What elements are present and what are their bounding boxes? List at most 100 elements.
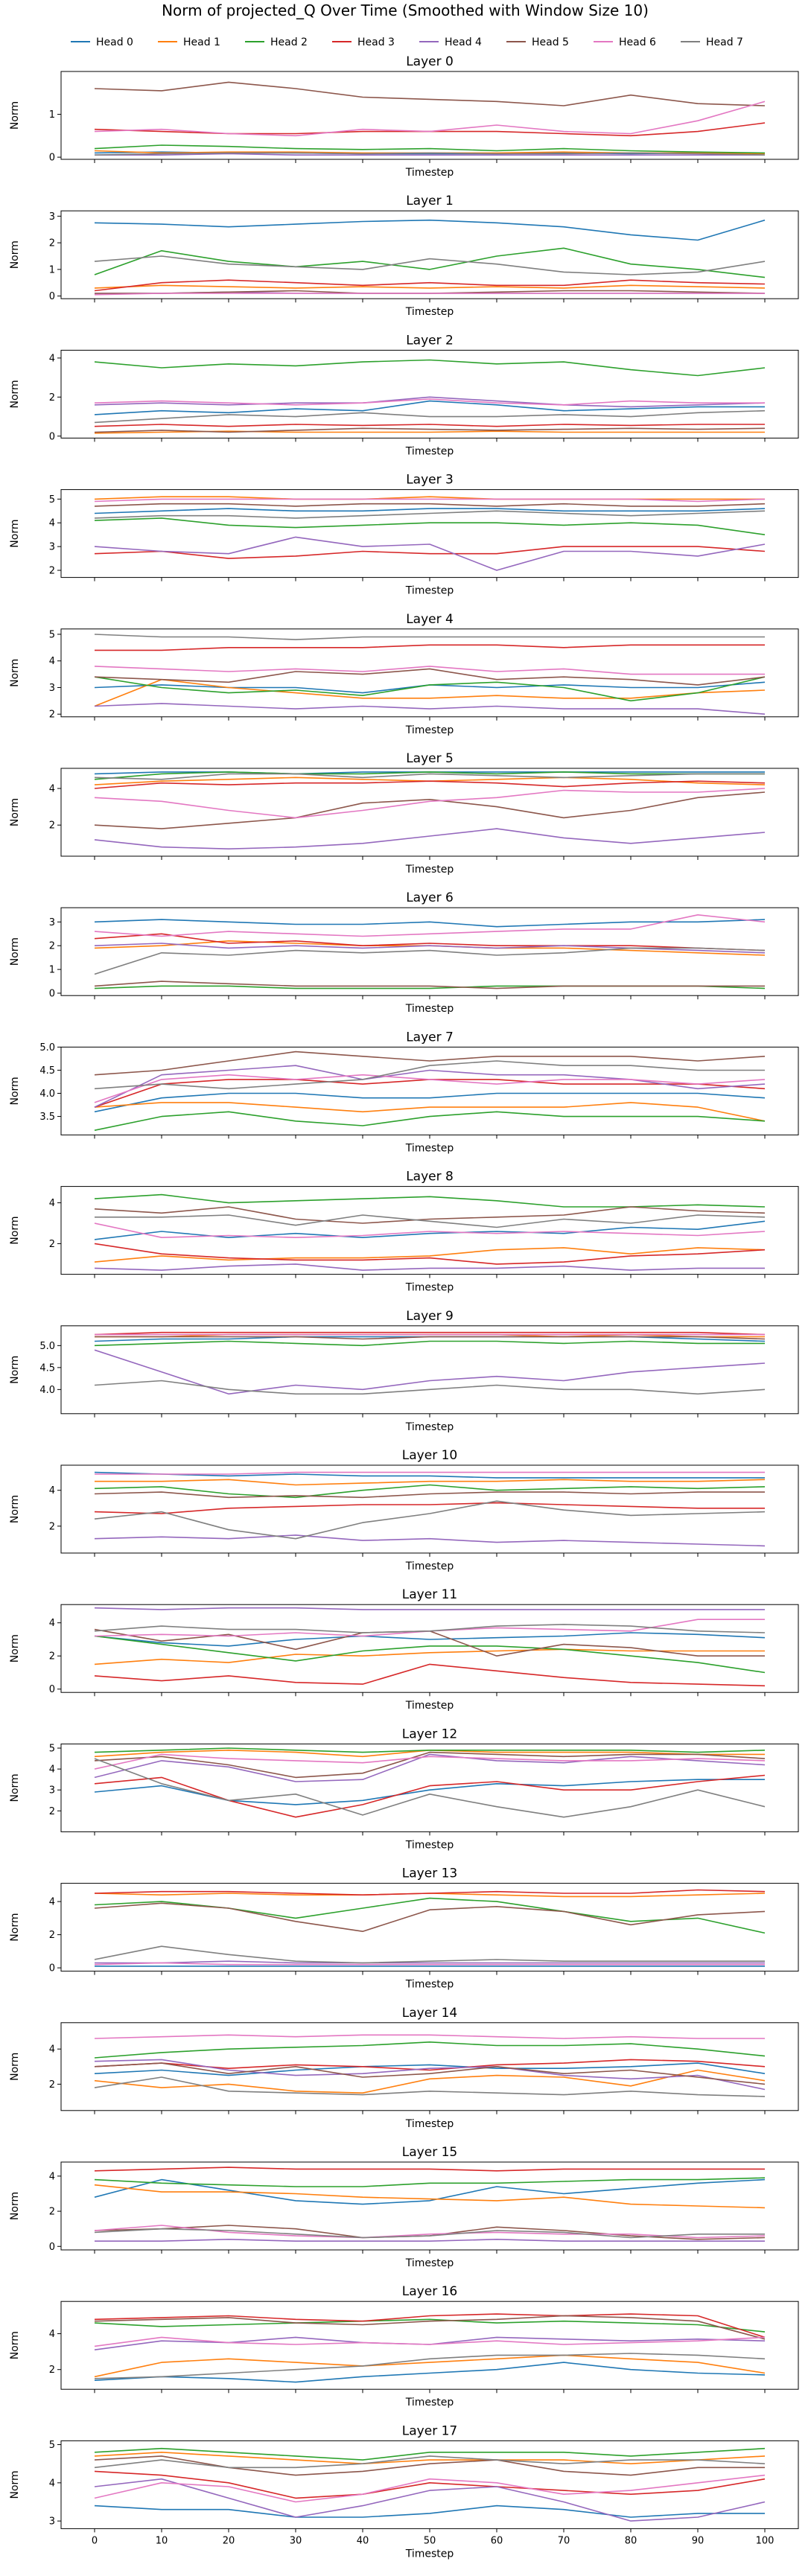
series-line xyxy=(94,2313,766,2339)
y-tick-label: 2 xyxy=(49,941,55,952)
y-tick-label: 1 xyxy=(49,965,55,976)
series-line xyxy=(94,1092,766,1113)
series-line xyxy=(94,219,766,241)
series-line xyxy=(94,2034,765,2039)
series-line xyxy=(95,153,765,156)
subplot: Layer 2 0 2 4 Timestep Norm xyxy=(9,333,799,457)
x-tick-label: 60 xyxy=(491,2535,503,2546)
series-group xyxy=(94,914,766,989)
legend-item: Head 7 xyxy=(681,36,743,48)
series-line xyxy=(94,1751,766,1779)
x-tick-label: 20 xyxy=(223,2535,235,2546)
series-line xyxy=(94,279,766,292)
series-line xyxy=(94,1060,765,1090)
subplot-title: Layer 1 xyxy=(406,194,454,208)
y-tick-label: 2 xyxy=(49,1806,55,1817)
series-line xyxy=(94,2184,766,2209)
x-axis-label: Timestep xyxy=(405,1700,454,1712)
subplot-title: Layer 9 xyxy=(406,1309,454,1324)
axes-frame xyxy=(60,349,799,439)
y-tick-label: 0 xyxy=(49,291,55,302)
legend: Head 0 Head 1 Head 2 Head 3 Head 4 Head 5 Head… xyxy=(71,36,743,48)
series-line xyxy=(94,2059,766,2091)
axes-frame xyxy=(60,1743,799,1832)
axes-frame xyxy=(60,489,799,578)
series-line xyxy=(94,678,766,707)
series-group xyxy=(94,1747,766,1818)
y-axis-label: Norm xyxy=(9,520,21,548)
y-tick-label: 2 xyxy=(49,1651,55,1662)
series-line xyxy=(95,1214,766,1228)
subplot-title: Layer 2 xyxy=(406,333,454,348)
series-line xyxy=(94,2041,766,2059)
y-axis-label: Norm xyxy=(9,1217,21,1245)
subplot-title: Layer 10 xyxy=(402,1448,457,1463)
series-line xyxy=(94,1945,765,1964)
legend-label: Head 6 xyxy=(619,36,656,48)
series-line xyxy=(94,1380,766,1395)
y-tick-label: 5 xyxy=(49,494,55,506)
series-line xyxy=(94,1663,766,1687)
subplot: Layer 5 2 4 Timestep Norm xyxy=(9,751,799,876)
y-tick-label: 4 xyxy=(49,1485,55,1496)
y-tick-label: 4 xyxy=(49,1897,55,1908)
series-group xyxy=(94,1889,766,1967)
series-line xyxy=(94,914,766,937)
y-axis-label: Norm xyxy=(9,1634,21,1662)
axes-frame xyxy=(60,2161,799,2251)
series-line xyxy=(94,1747,766,1753)
series-group xyxy=(94,1193,766,1271)
y-axis-label: Norm xyxy=(9,2192,21,2220)
y-tick-label: 5 xyxy=(49,1744,55,1755)
series-line xyxy=(94,427,766,433)
series-line xyxy=(94,1889,766,1896)
series-line xyxy=(94,2354,766,2378)
x-axis-label: Timestep xyxy=(405,1979,454,1991)
series-line xyxy=(94,409,766,424)
series-line xyxy=(94,791,766,829)
subplot: Layer 10 2 4 Timestep Norm xyxy=(9,1448,799,1572)
y-tick-label: 4.5 xyxy=(39,1065,55,1077)
series-line xyxy=(94,1491,765,1499)
series-line xyxy=(94,247,766,278)
subplot-title: Layer 3 xyxy=(406,473,454,488)
series-line xyxy=(94,2228,765,2239)
series-line xyxy=(94,2336,766,2350)
y-tick-label: 3.5 xyxy=(39,1112,55,1123)
series-group xyxy=(94,2034,766,2097)
legend-item: Head 4 xyxy=(419,36,482,48)
x-axis-label: Timestep xyxy=(405,1282,454,1294)
subplot: Layer 16 2 4 Timestep Norm xyxy=(9,2284,799,2408)
series-line xyxy=(94,1500,766,1540)
y-tick-label: 4.5 xyxy=(39,1362,55,1374)
series-line xyxy=(94,2318,766,2333)
x-tick-label: 80 xyxy=(625,2535,637,2546)
y-axis-label: Norm xyxy=(9,2331,21,2359)
y-axis-label: Norm xyxy=(9,1077,21,1105)
series-line xyxy=(94,2315,766,2340)
y-tick-label: 3 xyxy=(49,1785,55,1796)
series-group xyxy=(94,771,766,849)
y-tick-label: 1 xyxy=(49,109,55,121)
subplot-title: Layer 17 xyxy=(402,2423,457,2438)
x-axis-label: Timestep xyxy=(405,167,454,179)
series-line xyxy=(94,2225,766,2240)
y-axis-label: Norm xyxy=(9,798,21,826)
series-line xyxy=(94,396,766,408)
series-line xyxy=(94,510,766,519)
series-line xyxy=(94,1502,765,1514)
y-tick-label: 0 xyxy=(49,989,55,1000)
series-line xyxy=(94,1962,765,1966)
y-axis-label: Norm xyxy=(9,2470,21,2499)
legend-label: Head 7 xyxy=(706,36,743,48)
series-line xyxy=(95,644,765,651)
subplot: Layer 17 0 10 20 30 40 50 60 70 80 90 100 3 4 5 Timeste… xyxy=(9,2423,799,2560)
series-line xyxy=(94,1753,766,1770)
subplot: Layer 13 0 2 4 Timestep Norm xyxy=(9,1866,799,1991)
axes-frame xyxy=(60,1046,799,1135)
y-tick-label: 4.0 xyxy=(39,1088,55,1100)
series-group xyxy=(94,219,766,296)
subplot-title: Layer 0 xyxy=(406,54,454,69)
series-line xyxy=(94,703,766,715)
